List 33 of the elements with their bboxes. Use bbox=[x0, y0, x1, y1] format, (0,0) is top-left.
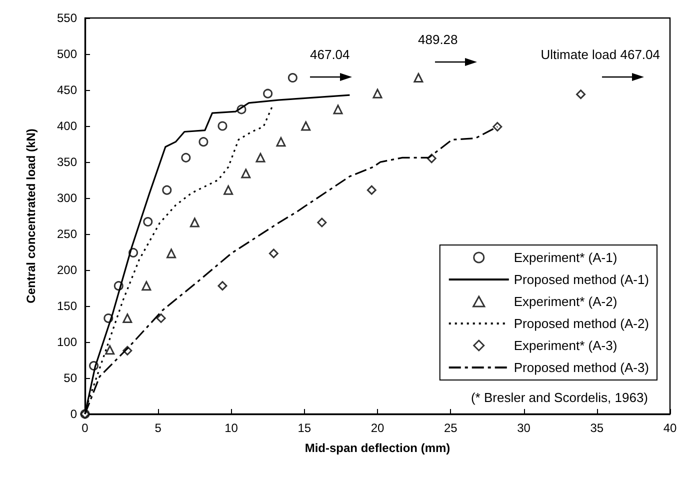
legend-label: Experiment* (A-1) bbox=[514, 250, 618, 265]
y-tick-label: 200 bbox=[56, 263, 78, 277]
y-tick-label: 50 bbox=[64, 371, 78, 385]
x-tick-label: 35 bbox=[590, 421, 604, 435]
x-tick-label: 5 bbox=[154, 421, 162, 435]
x-tick-label: 10 bbox=[224, 421, 238, 435]
legend-label: Proposed method (A-3) bbox=[514, 360, 649, 375]
y-axis-title: Central concentrated load (kN) bbox=[24, 128, 38, 304]
x-tick-label: 40 bbox=[663, 421, 677, 435]
y-tick-label: 400 bbox=[56, 119, 78, 133]
annotation: 467.04 bbox=[310, 47, 350, 62]
y-tick-label: 450 bbox=[56, 83, 78, 97]
legend-label: Proposed method (A-2) bbox=[514, 316, 649, 331]
annotation: 489.28 bbox=[418, 32, 458, 47]
annotation: Ultimate load 467.04 bbox=[540, 47, 660, 62]
legend-label: Experiment* (A-3) bbox=[514, 338, 618, 353]
y-tick-label: 350 bbox=[56, 155, 78, 169]
y-tick-label: 500 bbox=[56, 47, 78, 61]
y-tick-label: 250 bbox=[56, 227, 78, 241]
x-tick-label: 25 bbox=[444, 421, 458, 435]
y-tick-label: 150 bbox=[56, 299, 78, 313]
x-tick-label: 30 bbox=[517, 421, 531, 435]
y-tick-label: 0 bbox=[70, 407, 78, 421]
legend-label: Proposed method (A-1) bbox=[514, 272, 649, 287]
x-axis-title: Mid-span deflection (mm) bbox=[304, 441, 450, 455]
x-tick-label: 15 bbox=[298, 421, 312, 435]
y-tick-label: 300 bbox=[56, 191, 78, 205]
x-tick-label: 20 bbox=[370, 421, 384, 435]
y-tick-label: 550 bbox=[56, 11, 78, 25]
legend-label: Experiment* (A-2) bbox=[514, 294, 618, 309]
annotation: (* Bresler and Scordelis, 1963) bbox=[470, 390, 648, 405]
x-tick-label: 0 bbox=[82, 421, 89, 435]
y-tick-label: 100 bbox=[56, 335, 78, 349]
